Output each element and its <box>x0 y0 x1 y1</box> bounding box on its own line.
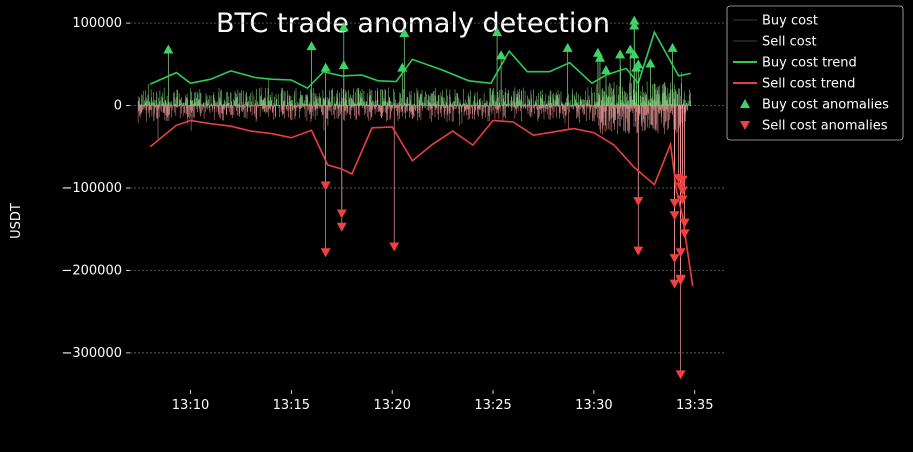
buy-anomaly-marker <box>625 44 636 54</box>
sell-anomaly-marker <box>669 279 680 289</box>
y-tick-label: 0 <box>114 99 122 114</box>
sell-anomaly-marker <box>389 242 400 252</box>
legend-box <box>726 5 904 141</box>
sell-anomaly-marker <box>633 246 644 256</box>
sell-cost-bars <box>137 105 691 139</box>
buy-anomaly-marker <box>338 22 349 32</box>
buy-anomaly-marker <box>601 65 611 75</box>
legend-label-sell-trend: Sell cost trend <box>762 77 855 92</box>
buy-anomaly-marker <box>397 62 408 72</box>
sell-anomaly-marker <box>675 248 686 258</box>
sell-anomaly-marker <box>675 276 686 286</box>
y-axis-ticks: 100000 0 −100000 −200000 −300000 <box>61 16 130 361</box>
sell-anomaly-marker <box>677 195 688 205</box>
sell-anomaly-marker <box>669 254 680 264</box>
sell-anomaly-marker <box>336 222 347 232</box>
x-tick-label: 13:25 <box>474 398 511 413</box>
buy-anomaly-marker <box>320 62 331 72</box>
x-tick-label: 13:20 <box>373 398 410 413</box>
sell-anomaly-marker <box>679 218 690 228</box>
sell-anomaly-marker <box>633 197 644 207</box>
y-tick-label: −200000 <box>61 263 122 278</box>
sell-anomaly-marker <box>677 186 688 196</box>
sell-cost-trend-line <box>149 119 694 287</box>
legend-label-sell-cost: Sell cost <box>762 35 817 50</box>
buy-anomaly-marker <box>338 60 349 70</box>
sell-anomaly-marker <box>675 370 686 380</box>
y-tick-label: −100000 <box>61 181 122 196</box>
sell-anomaly-marker <box>336 209 347 219</box>
buy-cost-bars <box>137 65 691 106</box>
sell-anomaly-marker <box>320 248 331 258</box>
buy-anomaly-marker <box>629 15 640 25</box>
legend-label-buy-cost: Buy cost <box>762 14 818 29</box>
legend-swatch-buy-anomalies <box>740 99 750 108</box>
y-tick-label: 100000 <box>72 16 122 31</box>
sell-anomaly-marker <box>679 229 690 239</box>
x-tick-label: 13:35 <box>676 398 713 413</box>
buy-anomaly-marker <box>496 50 507 60</box>
legend-swatch-sell-anomalies <box>740 121 750 130</box>
chart-title: BTC trade anomaly detection <box>216 8 610 39</box>
x-axis-ticks: 13:10 13:15 13:20 13:25 13:30 13:35 <box>172 390 713 413</box>
legend-label-buy-anomalies: Buy cost anomalies <box>762 98 889 113</box>
sell-anomaly-marker <box>320 181 331 191</box>
sell-anomaly-marker <box>669 198 680 208</box>
cost-bars <box>137 65 691 139</box>
buy-anomaly-marker <box>492 27 503 37</box>
x-tick-label: 13:10 <box>172 398 209 413</box>
legend-label-sell-anomalies: Sell cost anomalies <box>762 119 888 134</box>
buy-anomaly-marker <box>645 58 656 68</box>
x-tick-label: 13:15 <box>273 398 310 413</box>
legend-label-buy-trend: Buy cost trend <box>762 56 857 71</box>
buy-anomaly-marker <box>163 44 174 54</box>
buy-anomaly-marker <box>629 20 640 30</box>
y-axis-label: USDT <box>9 203 24 239</box>
buy-anomaly-marker <box>615 49 626 59</box>
sell-anomaly-marker <box>669 211 680 221</box>
x-tick-label: 13:30 <box>575 398 612 413</box>
legend: Buy cost Sell cost Buy cost trend Sell cost… <box>726 5 904 141</box>
sell-anomaly-marker <box>677 175 688 185</box>
buy-anomaly-marker <box>667 42 678 52</box>
y-tick-label: −300000 <box>61 346 122 361</box>
buy-anomaly-marker <box>594 52 605 62</box>
buy-anomaly-marker <box>399 27 410 37</box>
trend-lines <box>149 30 694 287</box>
buy-anomaly-marker <box>633 59 644 69</box>
buy-anomaly-marker <box>629 49 640 59</box>
buy-anomaly-marker <box>306 41 317 51</box>
anomaly-markers <box>163 15 690 380</box>
buy-anomaly-marker <box>562 42 573 52</box>
buy-cost-trend-line <box>149 30 691 90</box>
